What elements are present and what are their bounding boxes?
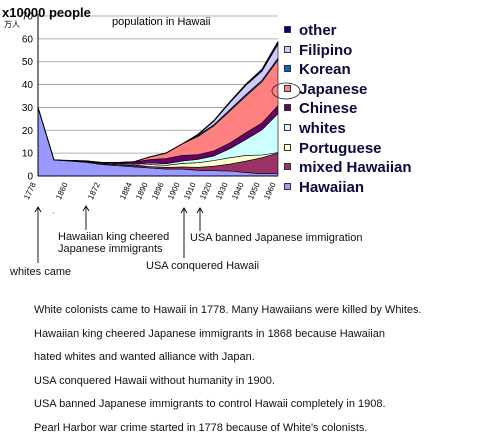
annotation-arrows xyxy=(34,82,301,263)
japanese-highlight-circle xyxy=(271,82,301,100)
legend-label: Portuguese xyxy=(299,139,382,157)
x-tick-label: 1940 xyxy=(230,181,246,201)
x-tick-label: 1910 xyxy=(182,181,198,201)
notes-text: White colonists came to Hawaii in 1778. … xyxy=(34,303,474,445)
legend-swatch xyxy=(284,84,291,92)
x-tick-label: 1950 xyxy=(246,181,262,201)
note-line: USA conquered Hawaii without humanity in… xyxy=(34,374,275,387)
y-tick-label: 20 xyxy=(22,126,34,137)
unit-label: x10000 people xyxy=(2,5,91,20)
x-tick-label: 1860 xyxy=(54,181,70,201)
y-tick-label: 30 xyxy=(22,103,34,114)
x-tick-mark: ˌ xyxy=(52,205,55,214)
legend-label: whites xyxy=(299,119,346,137)
arrow-usa-conquered-head xyxy=(180,207,188,214)
legend-swatch xyxy=(284,65,291,73)
x-tick-label: 1872 xyxy=(86,181,102,201)
legend-label: Japanese xyxy=(299,80,368,98)
y-tick-label: 70 xyxy=(22,12,34,23)
legend-swatch xyxy=(284,104,291,112)
note-line: White colonists came to Hawaii in 1778. … xyxy=(34,304,422,316)
area-series xyxy=(37,41,279,177)
note-line: Hawaiian king cheered Japanese immigrant… xyxy=(34,327,385,340)
legend-label: Korean xyxy=(299,61,351,79)
chart-title: population in Hawaii xyxy=(112,16,211,28)
unit-label-sub: 万人 xyxy=(4,20,20,29)
x-tick-label: 1960 xyxy=(262,181,278,201)
x-tick-label: 1890 xyxy=(134,181,150,201)
annotation-whites-came: whites came xyxy=(10,266,72,278)
x-tick-label: 1930 xyxy=(214,181,230,201)
x-tick-label: 1884 xyxy=(118,181,134,201)
annotation-usa-conquered: USA conquered Hawaii xyxy=(146,260,260,272)
y-tick-label: 60 xyxy=(22,34,34,45)
note-line: Pearl Harbor war crime started in 1778 b… xyxy=(34,421,368,434)
x-tick-label: 1778 xyxy=(22,181,38,201)
y-tick-label: 10 xyxy=(22,149,34,160)
gridlines xyxy=(38,15,278,154)
arrow-hawaiian-king-head xyxy=(82,205,90,212)
legend-swatch xyxy=(284,123,291,131)
x-tick-label: 1900 xyxy=(166,181,182,201)
note-line: hated whites and wanted alliance with Ja… xyxy=(34,351,255,364)
x-tick-label: 1896 xyxy=(150,181,166,201)
arrow-whites-came-head xyxy=(34,206,42,213)
legend-label: Filipino xyxy=(299,41,353,59)
legend-swatch xyxy=(284,163,291,171)
note-line: USA banned Japanese immigrants to contro… xyxy=(34,398,386,411)
legend-label: Hawaiian xyxy=(299,178,365,196)
legend-swatch xyxy=(284,143,291,151)
legend-label: mixed Hawaiian xyxy=(299,159,412,177)
x-tick-label: 1920 xyxy=(198,181,214,201)
axes xyxy=(37,14,278,177)
y-tick-label: 40 xyxy=(22,80,34,91)
y-tick-label: 50 xyxy=(22,57,34,68)
total-outline xyxy=(37,41,279,163)
legend-label: Chinese xyxy=(299,100,358,118)
annotation-hawaiian-king: Hawaiian king cheered Japanese immigrant… xyxy=(58,231,169,255)
legend-swatch xyxy=(284,45,291,53)
legend-label: other xyxy=(299,22,337,39)
annotation-usa-banned: USA banned Japanese immigration xyxy=(190,232,363,244)
arrow-usa-banned-head xyxy=(196,207,204,214)
y-tick-label: 0 xyxy=(27,172,33,183)
annotation-hawaiian-king-text: Hawaiian king cheered Japanese immigrant… xyxy=(58,231,170,255)
legend-swatch xyxy=(284,182,291,190)
legend-swatch xyxy=(284,26,291,33)
